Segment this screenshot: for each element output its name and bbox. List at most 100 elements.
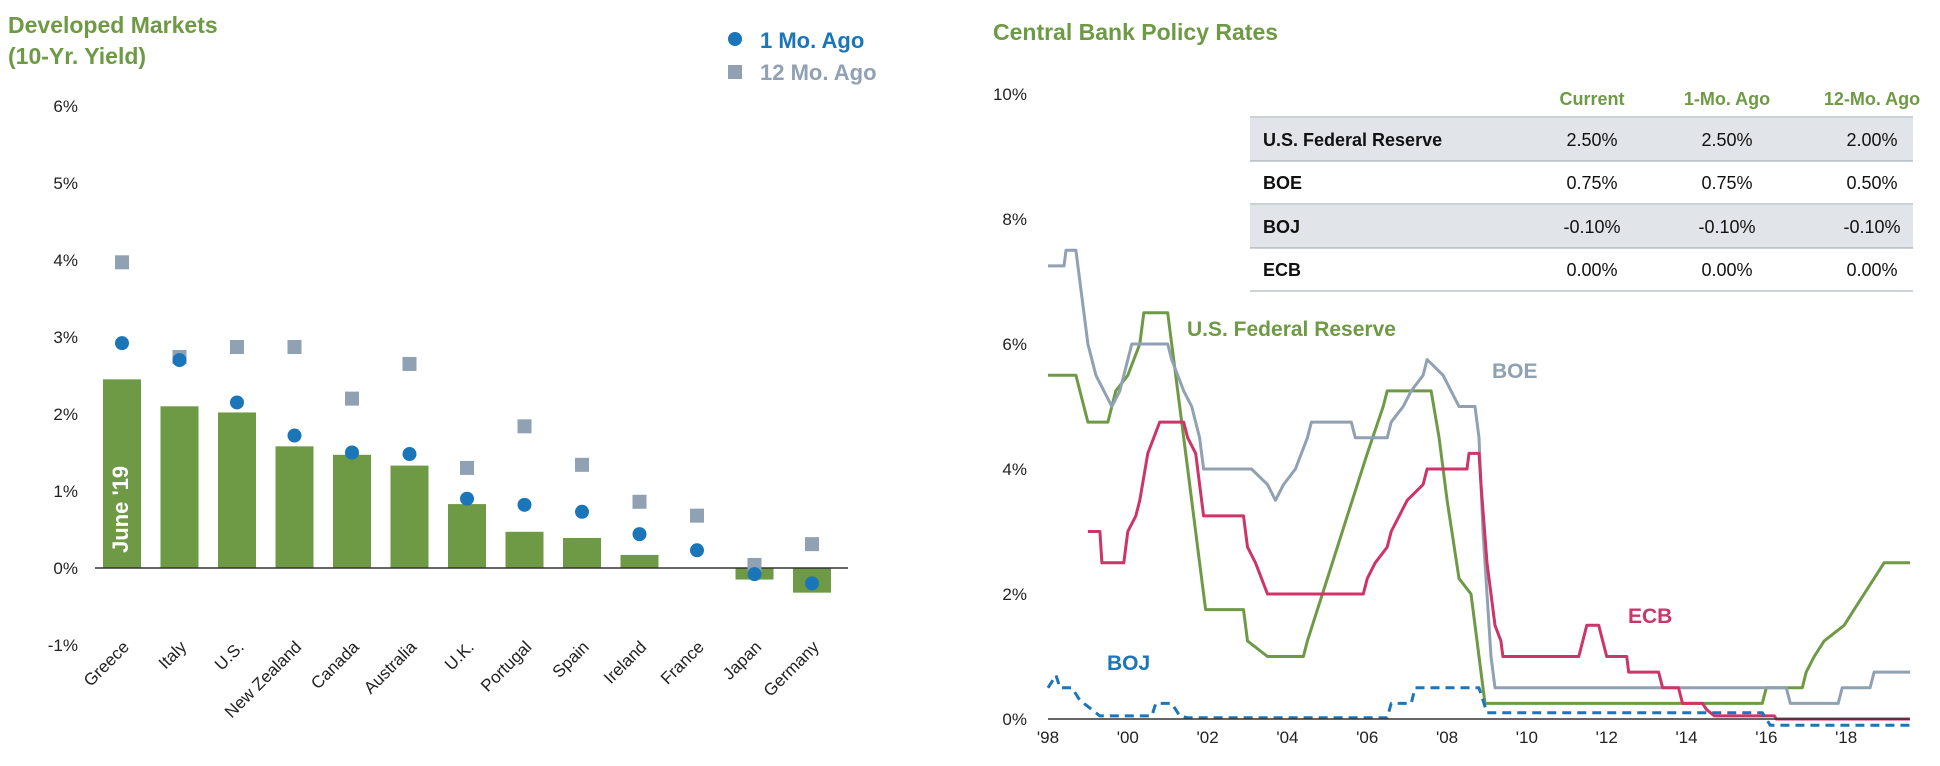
x-tick-label: '98: [1037, 728, 1059, 747]
y-tick-label: 0%: [53, 559, 78, 578]
bar-canada: [333, 454, 371, 568]
x-tick-label: '16: [1755, 728, 1777, 747]
x-tick-label: France: [657, 637, 708, 688]
bar-australia: [390, 465, 429, 568]
marker-12mo: [517, 419, 532, 434]
y-tick-label: 2%: [53, 405, 78, 424]
marker-1mo: [345, 445, 359, 460]
x-tick-label: Germany: [760, 637, 823, 700]
left-chart: Developed Markets (10-Yr. Yield) 1 Mo. A…: [8, 12, 877, 722]
bar-spain: [563, 537, 601, 568]
y-tick-label: 8%: [1002, 210, 1027, 229]
bar-greece: [103, 379, 141, 568]
marker-12mo: [460, 460, 474, 475]
line-ecb: [1087, 420, 1910, 721]
policy-rate-table: Current 1-Mo. Ago 12-Mo. Ago U.S. Federal R…: [1250, 89, 1920, 292]
label-fed: U.S. Federal Reserve: [1187, 318, 1396, 341]
y-tick-label: 10%: [993, 85, 1027, 104]
marker-12mo: [287, 340, 302, 355]
table-cell: 0.75%: [1701, 173, 1752, 193]
table-cell: 0.00%: [1846, 260, 1897, 280]
legend-square-icon: [728, 65, 742, 79]
line-boj: [1046, 673, 1910, 727]
marker-1mo: [575, 504, 589, 519]
legend-12mo: 12 Mo. Ago: [760, 60, 877, 85]
table-cell: 2.50%: [1701, 130, 1752, 150]
table-cell: 0.50%: [1846, 173, 1897, 193]
marker-1mo: [172, 353, 187, 368]
marker-1mo: [690, 543, 704, 558]
y-tick-label: 4%: [53, 251, 78, 270]
x-tick-label: '10: [1516, 728, 1538, 747]
x-tick-label: Spain: [549, 637, 593, 681]
x-tick-label: '08: [1436, 728, 1458, 747]
label-boe: BOE: [1492, 360, 1538, 383]
bar-date-label: June '19: [108, 466, 133, 553]
left-x-axis: Greece Italy U.S.New Zealand CanadaAustrali…: [80, 637, 823, 722]
x-tick-label: Australia: [360, 637, 421, 698]
x-tick-label: '06: [1356, 728, 1378, 747]
right-y-axis: 0% 2% 4% 6% 8% 10%: [993, 85, 1027, 729]
x-tick-label: Greece: [80, 637, 133, 690]
x-tick-label: U.K.: [441, 637, 478, 674]
right-chart-title: Central Bank Policy Rates: [993, 19, 1278, 45]
bar-newzealand: [275, 446, 314, 568]
marker-12mo: [805, 537, 819, 552]
bar-us: [218, 412, 256, 568]
bar-italy: [160, 406, 199, 568]
marker-12mo: [402, 356, 417, 371]
table-row-name: U.S. Federal Reserve: [1263, 130, 1442, 150]
y-tick-label: 2%: [1002, 585, 1027, 604]
label-boj: BOJ: [1107, 652, 1150, 675]
legend-1mo: 1 Mo. Ago: [760, 28, 864, 53]
marker-12mo: [345, 391, 359, 406]
label-ecb: ECB: [1628, 605, 1672, 628]
y-tick-label: -1%: [48, 636, 78, 655]
marker-1mo: [517, 497, 532, 512]
x-tick-label: Japan: [719, 637, 765, 683]
y-tick-label: 3%: [53, 328, 78, 347]
left-chart-title-line1: Developed Markets: [8, 12, 218, 38]
left-bars: [103, 379, 831, 593]
x-tick-label: '14: [1675, 728, 1697, 747]
table-cell: 2.00%: [1846, 130, 1897, 150]
table-cell: 0.75%: [1566, 173, 1617, 193]
y-tick-label: 0%: [1002, 710, 1027, 729]
x-tick-label: '04: [1276, 728, 1298, 747]
y-tick-label: 6%: [53, 97, 78, 116]
table-header: Current: [1559, 89, 1624, 109]
right-lines: [1046, 248, 1910, 727]
table-header: 1-Mo. Ago: [1684, 89, 1770, 109]
marker-12mo: [230, 340, 244, 355]
marker-12mo: [115, 255, 129, 270]
table-cell: -0.10%: [1698, 217, 1755, 237]
table-cell: -0.10%: [1843, 217, 1900, 237]
table-row-shade: [1250, 205, 1913, 248]
table-cell: -0.10%: [1563, 217, 1620, 237]
table-cell: 0.00%: [1566, 260, 1617, 280]
marker-12mo: [575, 457, 589, 472]
table-row-name: BOJ: [1263, 217, 1300, 237]
x-tick-label: Italy: [155, 637, 191, 673]
right-chart: Central Bank Policy Rates 0%2%4%6%8%10% …: [993, 19, 1920, 747]
table-row-shade: [1250, 118, 1913, 161]
x-tick-label: '00: [1117, 728, 1139, 747]
marker-1mo: [805, 576, 819, 591]
x-tick-label: '02: [1197, 728, 1219, 747]
marker-1mo: [632, 527, 647, 542]
bar-ireland: [620, 554, 659, 568]
x-tick-label: Portugal: [477, 637, 535, 695]
table-row-name: BOE: [1263, 173, 1302, 193]
right-x-axis: '98 '00 '02 '04 '06 '08 '10 '12 '14 '16 '18: [1037, 728, 1857, 747]
y-tick-label: 6%: [1002, 335, 1027, 354]
left-legend: 1 Mo. Ago 12 Mo. Ago: [728, 28, 877, 85]
y-tick-label: 4%: [1002, 460, 1027, 479]
x-tick-label: Canada: [307, 637, 363, 693]
table-header: 12-Mo. Ago: [1824, 89, 1920, 109]
table-cell: 2.50%: [1566, 130, 1617, 150]
marker-1mo: [747, 567, 762, 582]
table-cell: 0.00%: [1701, 260, 1752, 280]
table-row-name: ECB: [1263, 260, 1301, 280]
marker-1mo: [402, 447, 417, 462]
